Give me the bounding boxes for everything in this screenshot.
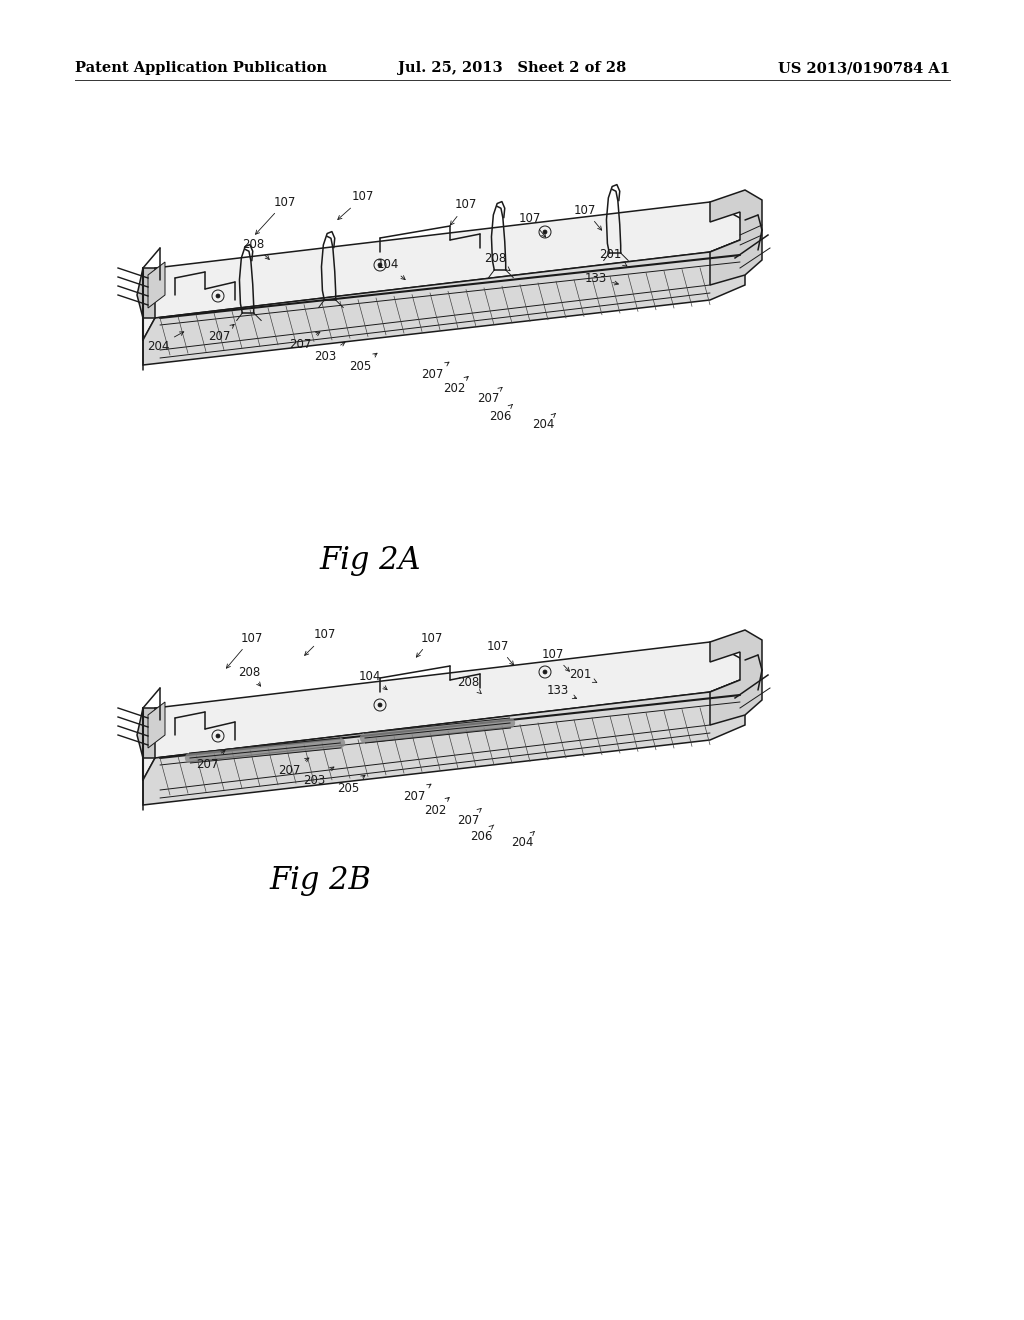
- Text: Fig 2B: Fig 2B: [269, 865, 371, 895]
- Polygon shape: [137, 268, 155, 318]
- Polygon shape: [710, 190, 762, 285]
- Text: 107: 107: [486, 639, 514, 665]
- Polygon shape: [710, 630, 762, 725]
- Text: 107: 107: [256, 195, 296, 234]
- Circle shape: [216, 734, 220, 738]
- Text: 204: 204: [511, 832, 535, 850]
- Circle shape: [543, 671, 547, 675]
- Text: 107: 107: [542, 648, 569, 672]
- Circle shape: [378, 704, 382, 708]
- Text: 107: 107: [573, 203, 602, 230]
- Circle shape: [543, 230, 547, 234]
- Text: 207: 207: [196, 750, 225, 771]
- Text: Jul. 25, 2013  Sheet 2 of 28: Jul. 25, 2013 Sheet 2 of 28: [398, 61, 626, 75]
- Polygon shape: [143, 678, 745, 805]
- Text: 207: 207: [477, 387, 502, 405]
- Text: 206: 206: [470, 825, 494, 842]
- Text: 208: 208: [457, 676, 481, 693]
- Polygon shape: [143, 238, 745, 366]
- Text: 133: 133: [547, 684, 577, 698]
- Text: 207: 207: [278, 758, 309, 777]
- Text: 107: 107: [304, 628, 336, 655]
- Text: US 2013/0190784 A1: US 2013/0190784 A1: [778, 61, 950, 75]
- Circle shape: [216, 294, 220, 298]
- Text: 107: 107: [226, 631, 263, 668]
- Text: 202: 202: [442, 376, 468, 396]
- Polygon shape: [143, 202, 745, 341]
- Text: 207: 207: [457, 808, 481, 826]
- Text: 207: 207: [421, 362, 449, 380]
- Text: 107: 107: [519, 211, 546, 238]
- Text: 205: 205: [337, 775, 365, 795]
- Polygon shape: [143, 642, 745, 780]
- Text: 133: 133: [585, 272, 618, 285]
- Polygon shape: [148, 702, 165, 748]
- Text: 208: 208: [238, 665, 261, 686]
- Text: 204: 204: [146, 331, 183, 352]
- Polygon shape: [137, 708, 155, 758]
- Text: 104: 104: [358, 669, 387, 689]
- Text: 207: 207: [289, 333, 319, 351]
- Text: 207: 207: [208, 325, 234, 343]
- Text: 204: 204: [531, 413, 555, 432]
- Text: 104: 104: [377, 259, 406, 280]
- Circle shape: [378, 263, 382, 267]
- Text: 107: 107: [338, 190, 374, 219]
- Text: 205: 205: [349, 354, 377, 372]
- Text: 206: 206: [488, 404, 512, 422]
- Text: 201: 201: [599, 248, 627, 267]
- Text: Patent Application Publication: Patent Application Publication: [75, 61, 327, 75]
- Text: 207: 207: [402, 784, 431, 803]
- Text: 107: 107: [451, 198, 477, 226]
- Text: 203: 203: [314, 342, 345, 363]
- Text: 201: 201: [568, 668, 597, 682]
- Text: 107: 107: [417, 631, 443, 657]
- Text: Fig 2A: Fig 2A: [319, 544, 421, 576]
- Text: 208: 208: [484, 252, 510, 271]
- Text: 203: 203: [303, 767, 334, 787]
- Text: 202: 202: [424, 797, 450, 817]
- Polygon shape: [148, 261, 165, 308]
- Text: 208: 208: [242, 238, 269, 260]
